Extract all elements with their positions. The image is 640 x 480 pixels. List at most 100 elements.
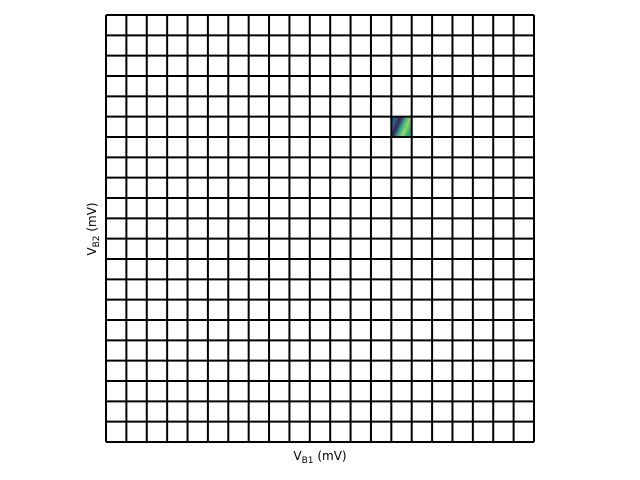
- grid-cell: [106, 279, 127, 300]
- grid-cell: [289, 157, 310, 178]
- grid-cell: [187, 96, 208, 117]
- grid-cell: [493, 157, 514, 178]
- grid-cell: [269, 279, 290, 300]
- grid-cell: [432, 360, 453, 381]
- grid-cell: [370, 238, 392, 259]
- grid-cell: [350, 238, 371, 259]
- grid-cell: [350, 35, 371, 56]
- grid-cell: [207, 401, 229, 422]
- grid-cell: [432, 177, 453, 198]
- grid-cell: [167, 177, 188, 198]
- grid-cell: [391, 76, 412, 97]
- grid-cell: [167, 401, 188, 422]
- grid-cell: [350, 198, 371, 219]
- grid-cell: [411, 238, 433, 259]
- grid-cell: [513, 381, 534, 402]
- grid-cell: [493, 96, 514, 117]
- grid-cell: [493, 340, 514, 361]
- grid-cell: [187, 421, 208, 442]
- grid-cell: [513, 218, 534, 239]
- grid-cell: [269, 157, 290, 178]
- grid-cell: [350, 340, 371, 361]
- grid-cell: [472, 218, 494, 239]
- grid-cell: [248, 15, 270, 36]
- grid-cell: [411, 157, 433, 178]
- grid-cell: [370, 96, 392, 117]
- grid-cell: [350, 96, 371, 117]
- grid-cell: [350, 421, 371, 442]
- grid-cell: [309, 177, 331, 198]
- grid-cell: [126, 157, 147, 178]
- grid-cell: [309, 421, 331, 442]
- grid-cell: [513, 76, 534, 97]
- grid-cell: [330, 76, 351, 97]
- grid-cell: [228, 340, 249, 361]
- grid-cell: [106, 157, 127, 178]
- grid-cell: [289, 401, 310, 422]
- grid-cell: [513, 238, 534, 259]
- grid-cell: [452, 381, 473, 402]
- grid-cell: [432, 116, 453, 137]
- grid-cell: [126, 381, 147, 402]
- grid-cell: [309, 157, 331, 178]
- grid-cell: [350, 381, 371, 402]
- grid-cell: [309, 360, 331, 381]
- grid-cell: [269, 340, 290, 361]
- grid-cell: [248, 55, 270, 76]
- grid-cell: [207, 15, 229, 36]
- grid-cell: [207, 279, 229, 300]
- grid-cell: [248, 96, 270, 117]
- grid-cell: [126, 177, 147, 198]
- grid-lines: [105, 14, 535, 443]
- grid-cell: [289, 259, 310, 280]
- grid-cell: [146, 360, 168, 381]
- grid-cell: [370, 340, 392, 361]
- grid-cell: [391, 157, 412, 178]
- grid-cell: [472, 76, 494, 97]
- grid-cell: [391, 299, 412, 320]
- grid-cell: [513, 177, 534, 198]
- grid-cell: [411, 279, 433, 300]
- grid-cell: [391, 96, 412, 117]
- grid-cell: [289, 116, 310, 137]
- grid-cell: [513, 198, 534, 219]
- grid-cell: [207, 35, 229, 56]
- grid-cell: [167, 198, 188, 219]
- grid-cell: [472, 381, 494, 402]
- grid-cell: [432, 421, 453, 442]
- grid-cell: [472, 116, 494, 137]
- grid-cell: [330, 340, 351, 361]
- grid-cell: [187, 381, 208, 402]
- grid-cell: [248, 238, 270, 259]
- grid-cell: [167, 299, 188, 320]
- grid-cell: [207, 381, 229, 402]
- grid-cell: [207, 259, 229, 280]
- x-axis-label: VB1 (mV): [293, 449, 346, 466]
- grid-cell: [106, 299, 127, 320]
- grid-cell: [493, 137, 514, 158]
- grid-cell: [370, 320, 392, 341]
- grid-cell: [309, 76, 331, 97]
- grid-cell: [452, 238, 473, 259]
- grid-cell: [146, 96, 168, 117]
- grid-cell: [269, 198, 290, 219]
- grid-cell: [513, 116, 534, 137]
- grid-cell: [370, 177, 392, 198]
- grid-cell: [187, 116, 208, 137]
- grid-cell: [228, 35, 249, 56]
- grid-cell: [106, 96, 127, 117]
- grid-cell: [269, 96, 290, 117]
- grid-cell: [167, 238, 188, 259]
- grid-cell: [269, 238, 290, 259]
- grid-cell: [269, 421, 290, 442]
- grid-cell: [187, 299, 208, 320]
- grid-cell: [452, 35, 473, 56]
- grid-cell: [106, 259, 127, 280]
- grid-cell: [228, 360, 249, 381]
- grid-cell: [472, 55, 494, 76]
- grid-cell: [472, 360, 494, 381]
- grid-cell: [432, 401, 453, 422]
- grid-cell: [187, 157, 208, 178]
- grid-cell: [309, 401, 331, 422]
- grid-cell: [289, 218, 310, 239]
